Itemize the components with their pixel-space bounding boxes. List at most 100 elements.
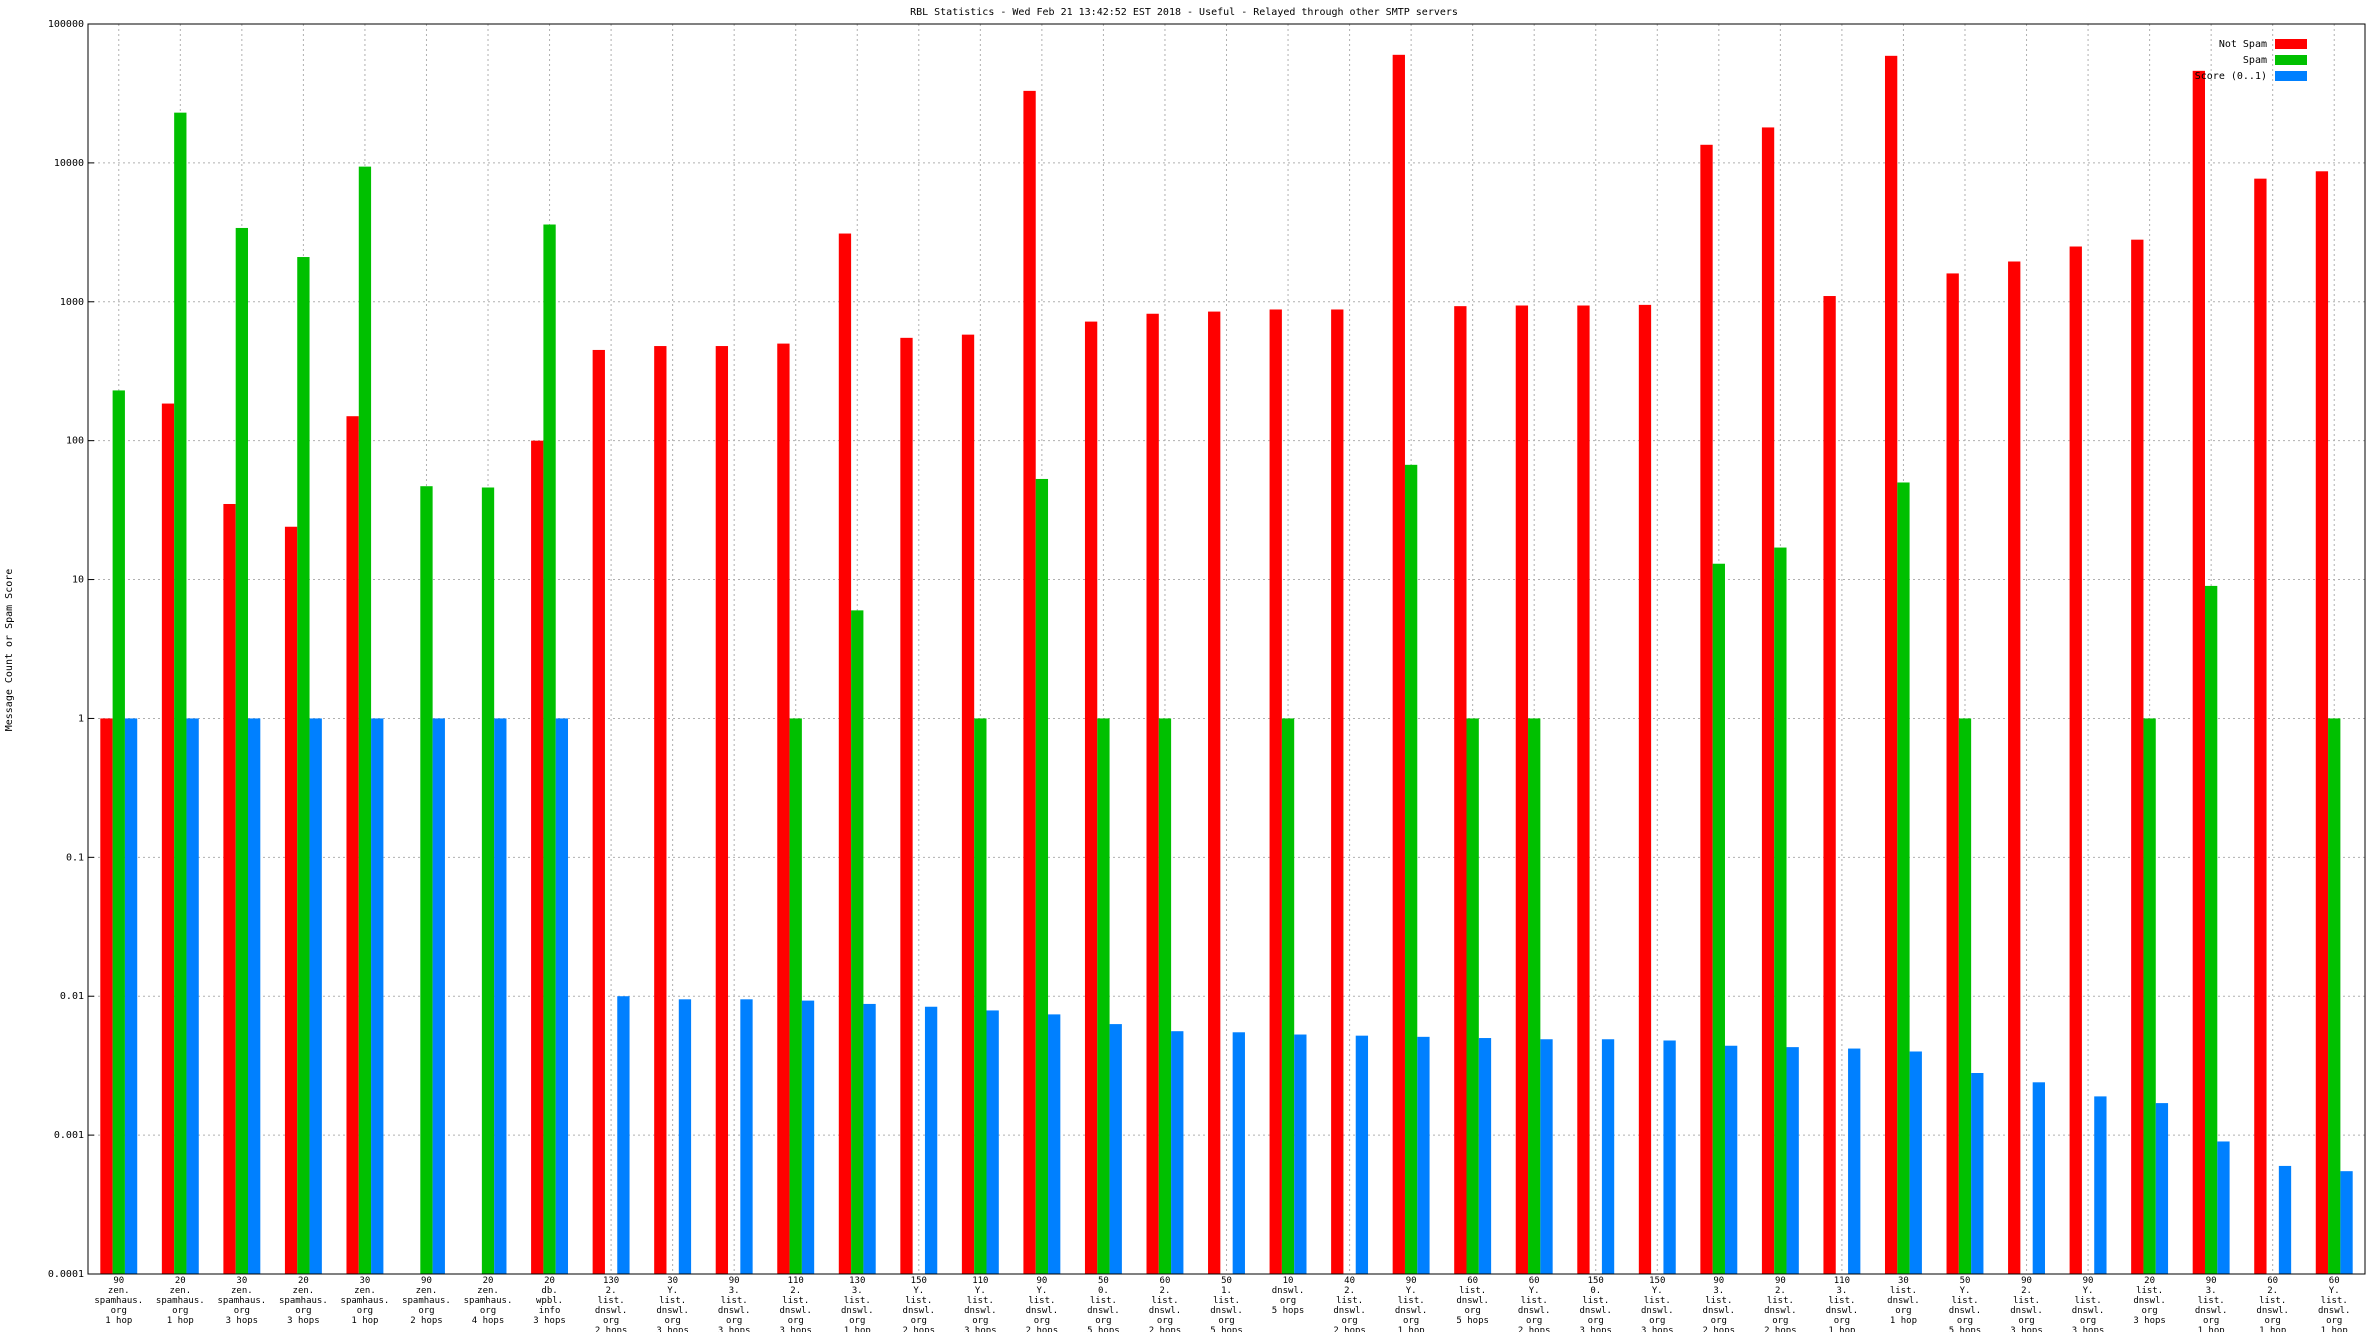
- bar: [961, 334, 975, 1274]
- bar: [248, 718, 261, 1274]
- bar: [2155, 1103, 2169, 1274]
- x-tick-label: 90 zen. spamhaus. org 1 hop: [94, 1276, 144, 1326]
- bar: [2204, 585, 2218, 1274]
- bar: [531, 440, 544, 1275]
- bar: [1146, 313, 1159, 1275]
- bar: [1232, 1032, 1245, 1274]
- bar: [1761, 127, 1775, 1275]
- bar: [284, 526, 298, 1274]
- y-tick-label: 1000: [60, 297, 84, 308]
- bar: [494, 718, 507, 1274]
- bar: [2217, 1141, 2230, 1274]
- bar: [1023, 90, 1036, 1275]
- x-tick-label: 90 2. list. dnswl. org 2 hops: [1764, 1276, 1797, 1332]
- bar: [481, 487, 495, 1274]
- bar: [1048, 1014, 1061, 1274]
- bar: [2328, 718, 2341, 1274]
- bar: [1478, 1038, 1492, 1274]
- bar: [420, 486, 433, 1274]
- bar: [555, 718, 569, 1274]
- bar: [297, 257, 310, 1274]
- legend-swatch: [2275, 71, 2307, 81]
- x-tick-label: 50 0. list. dnswl. org 5 hops: [1087, 1276, 1120, 1332]
- bar: [1097, 718, 1110, 1274]
- bar: [1823, 296, 1836, 1274]
- x-tick-label: 90 Y. list. dnswl. org 3 hops: [2071, 1276, 2105, 1332]
- bar: [1109, 1024, 1122, 1274]
- legend-swatch: [2275, 55, 2307, 65]
- bar: [1294, 1034, 1307, 1274]
- y-tick-label: 0.001: [54, 1130, 84, 1141]
- bar: [1601, 1039, 1615, 1274]
- bar: [1528, 718, 1541, 1274]
- bar: [2192, 70, 2205, 1274]
- bar: [1158, 718, 1172, 1274]
- y-axis-label: Message Count or Spam Score: [4, 569, 15, 732]
- bar: [2008, 261, 2021, 1274]
- bar: [1958, 718, 1972, 1274]
- bar: [543, 224, 556, 1274]
- x-tick-label: 20 zen. spamhaus. org 1 hop: [155, 1276, 205, 1326]
- bar: [309, 718, 322, 1274]
- x-tick-label: 30 zen. spamhaus. org 3 hops: [217, 1276, 267, 1326]
- bar: [2340, 1171, 2353, 1274]
- x-tick-label: 60 2. list. dnswl. org 1 hop: [2256, 1276, 2289, 1332]
- bar: [777, 343, 790, 1274]
- bar: [974, 718, 987, 1274]
- plot-border: [87, 23, 2366, 1275]
- x-tick-label: 10 dnswl. org 5 hops: [1271, 1276, 1305, 1316]
- bar: [2143, 718, 2156, 1274]
- x-tick-label: 20 list. dnswl. org 3 hops: [2133, 1276, 2166, 1326]
- bar: [161, 403, 175, 1275]
- y-tick-label: 0.01: [60, 991, 84, 1002]
- x-tick-label: 90 3. list. dnswl. org 3 hops: [717, 1276, 751, 1332]
- x-tick-label: 40 2. list. dnswl. org 2 hops: [1333, 1276, 1366, 1332]
- y-tick-label: 10000: [54, 158, 84, 169]
- bar: [2131, 239, 2144, 1275]
- bar: [2278, 1165, 2292, 1274]
- x-tick-label: 30 zen. spamhaus. org 1 hop: [340, 1276, 390, 1326]
- x-tick-label: 50 1. list. dnswl. org 5 hops: [1210, 1276, 1243, 1332]
- bar: [900, 337, 913, 1274]
- y-tick-label: 0.0001: [48, 1269, 84, 1280]
- bar: [1897, 482, 1910, 1274]
- x-tick-label: 50 Y. list. dnswl. org 5 hops: [1948, 1276, 1982, 1332]
- bar: [986, 1010, 999, 1274]
- y-tick-label: 100000: [48, 19, 84, 30]
- bar: [678, 999, 692, 1274]
- bar: [1515, 305, 1529, 1274]
- bar: [851, 610, 864, 1274]
- bar: [1577, 305, 1590, 1274]
- bar: [654, 346, 667, 1275]
- bar: [1638, 304, 1652, 1275]
- bar: [2069, 246, 2082, 1275]
- bar: [1269, 309, 1282, 1274]
- bar: [1171, 1031, 1184, 1274]
- bar: [371, 718, 384, 1274]
- x-tick-label: 150 0. list. dnswl. org 3 hops: [1579, 1276, 1612, 1332]
- x-tick-label: 90 zen. spamhaus. org 2 hops: [402, 1276, 451, 1326]
- bar: [801, 1000, 815, 1274]
- bar: [863, 1003, 876, 1274]
- bar: [1774, 547, 1787, 1274]
- bar: [432, 718, 445, 1274]
- bar: [1848, 1048, 1861, 1274]
- y-tick-label: 10: [72, 575, 84, 586]
- bar: [1540, 1039, 1553, 1274]
- bar: [1884, 55, 1898, 1274]
- bar: [1404, 464, 1418, 1274]
- bar: [1392, 54, 1405, 1274]
- x-tick-label: 60 Y. list. dnswl. org 1 hop: [2317, 1276, 2351, 1332]
- bar: [789, 718, 802, 1274]
- bar: [235, 227, 249, 1274]
- x-tick-label: 30 Y. list. dnswl. org 3 hops: [656, 1276, 689, 1332]
- bar: [112, 390, 125, 1274]
- bar: [223, 503, 236, 1274]
- bar: [838, 233, 852, 1275]
- x-tick-label: 60 Y. list. dnswl. org 2 hops: [1517, 1276, 1551, 1332]
- bar: [1355, 1035, 1369, 1274]
- legend-label: Not Spam: [2219, 39, 2267, 50]
- x-tick-label: 150 Y. list. dnswl. org 2 hops: [902, 1276, 936, 1332]
- x-tick-label: 20 db. wpbl. info 3 hops: [533, 1276, 566, 1326]
